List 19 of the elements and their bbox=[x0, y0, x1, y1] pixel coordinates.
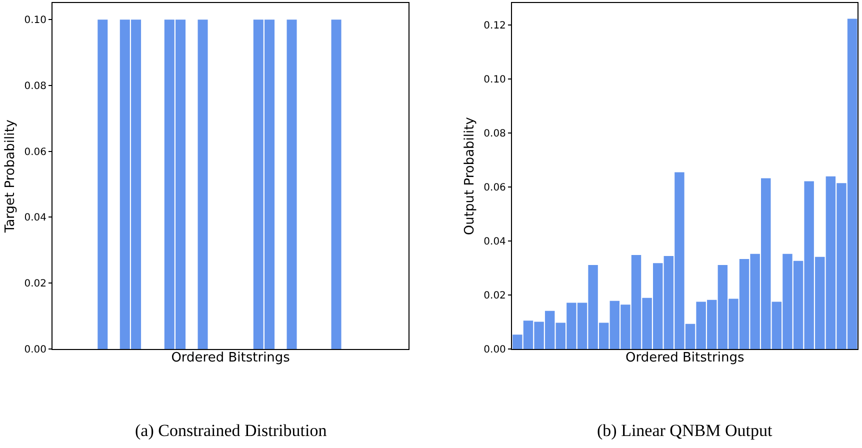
y-tick-label: 0.06 bbox=[24, 146, 46, 158]
y-tick-label: 0.10 bbox=[24, 15, 46, 26]
x-axis-title: Ordered Bitstrings bbox=[171, 350, 290, 366]
y-tick-label: 0.12 bbox=[484, 20, 506, 32]
y-tick-label: 0.02 bbox=[24, 278, 46, 290]
text: (a) Constrained Distribution bbox=[135, 421, 328, 440]
y-tick-label: 0.04 bbox=[484, 236, 506, 248]
x-axis-title: Ordered Bitstrings bbox=[625, 350, 744, 366]
y-tick-label: 0.00 bbox=[484, 344, 506, 356]
y-tick-label: 0.02 bbox=[484, 290, 506, 302]
y-tick-label: 0.10 bbox=[484, 74, 506, 86]
y-tick-label: 0.06 bbox=[484, 182, 506, 194]
y-tick-label: 0.08 bbox=[484, 128, 506, 140]
y-axis-title: Target Probability bbox=[3, 119, 18, 234]
y-tick-label: 0.08 bbox=[24, 80, 46, 92]
text: (b) Linear QNBM Output bbox=[597, 421, 772, 440]
y-axis-title: Output Probability bbox=[462, 116, 478, 236]
y-tick-label: 0.04 bbox=[24, 212, 46, 224]
y-tick-label: 0.00 bbox=[24, 344, 46, 356]
